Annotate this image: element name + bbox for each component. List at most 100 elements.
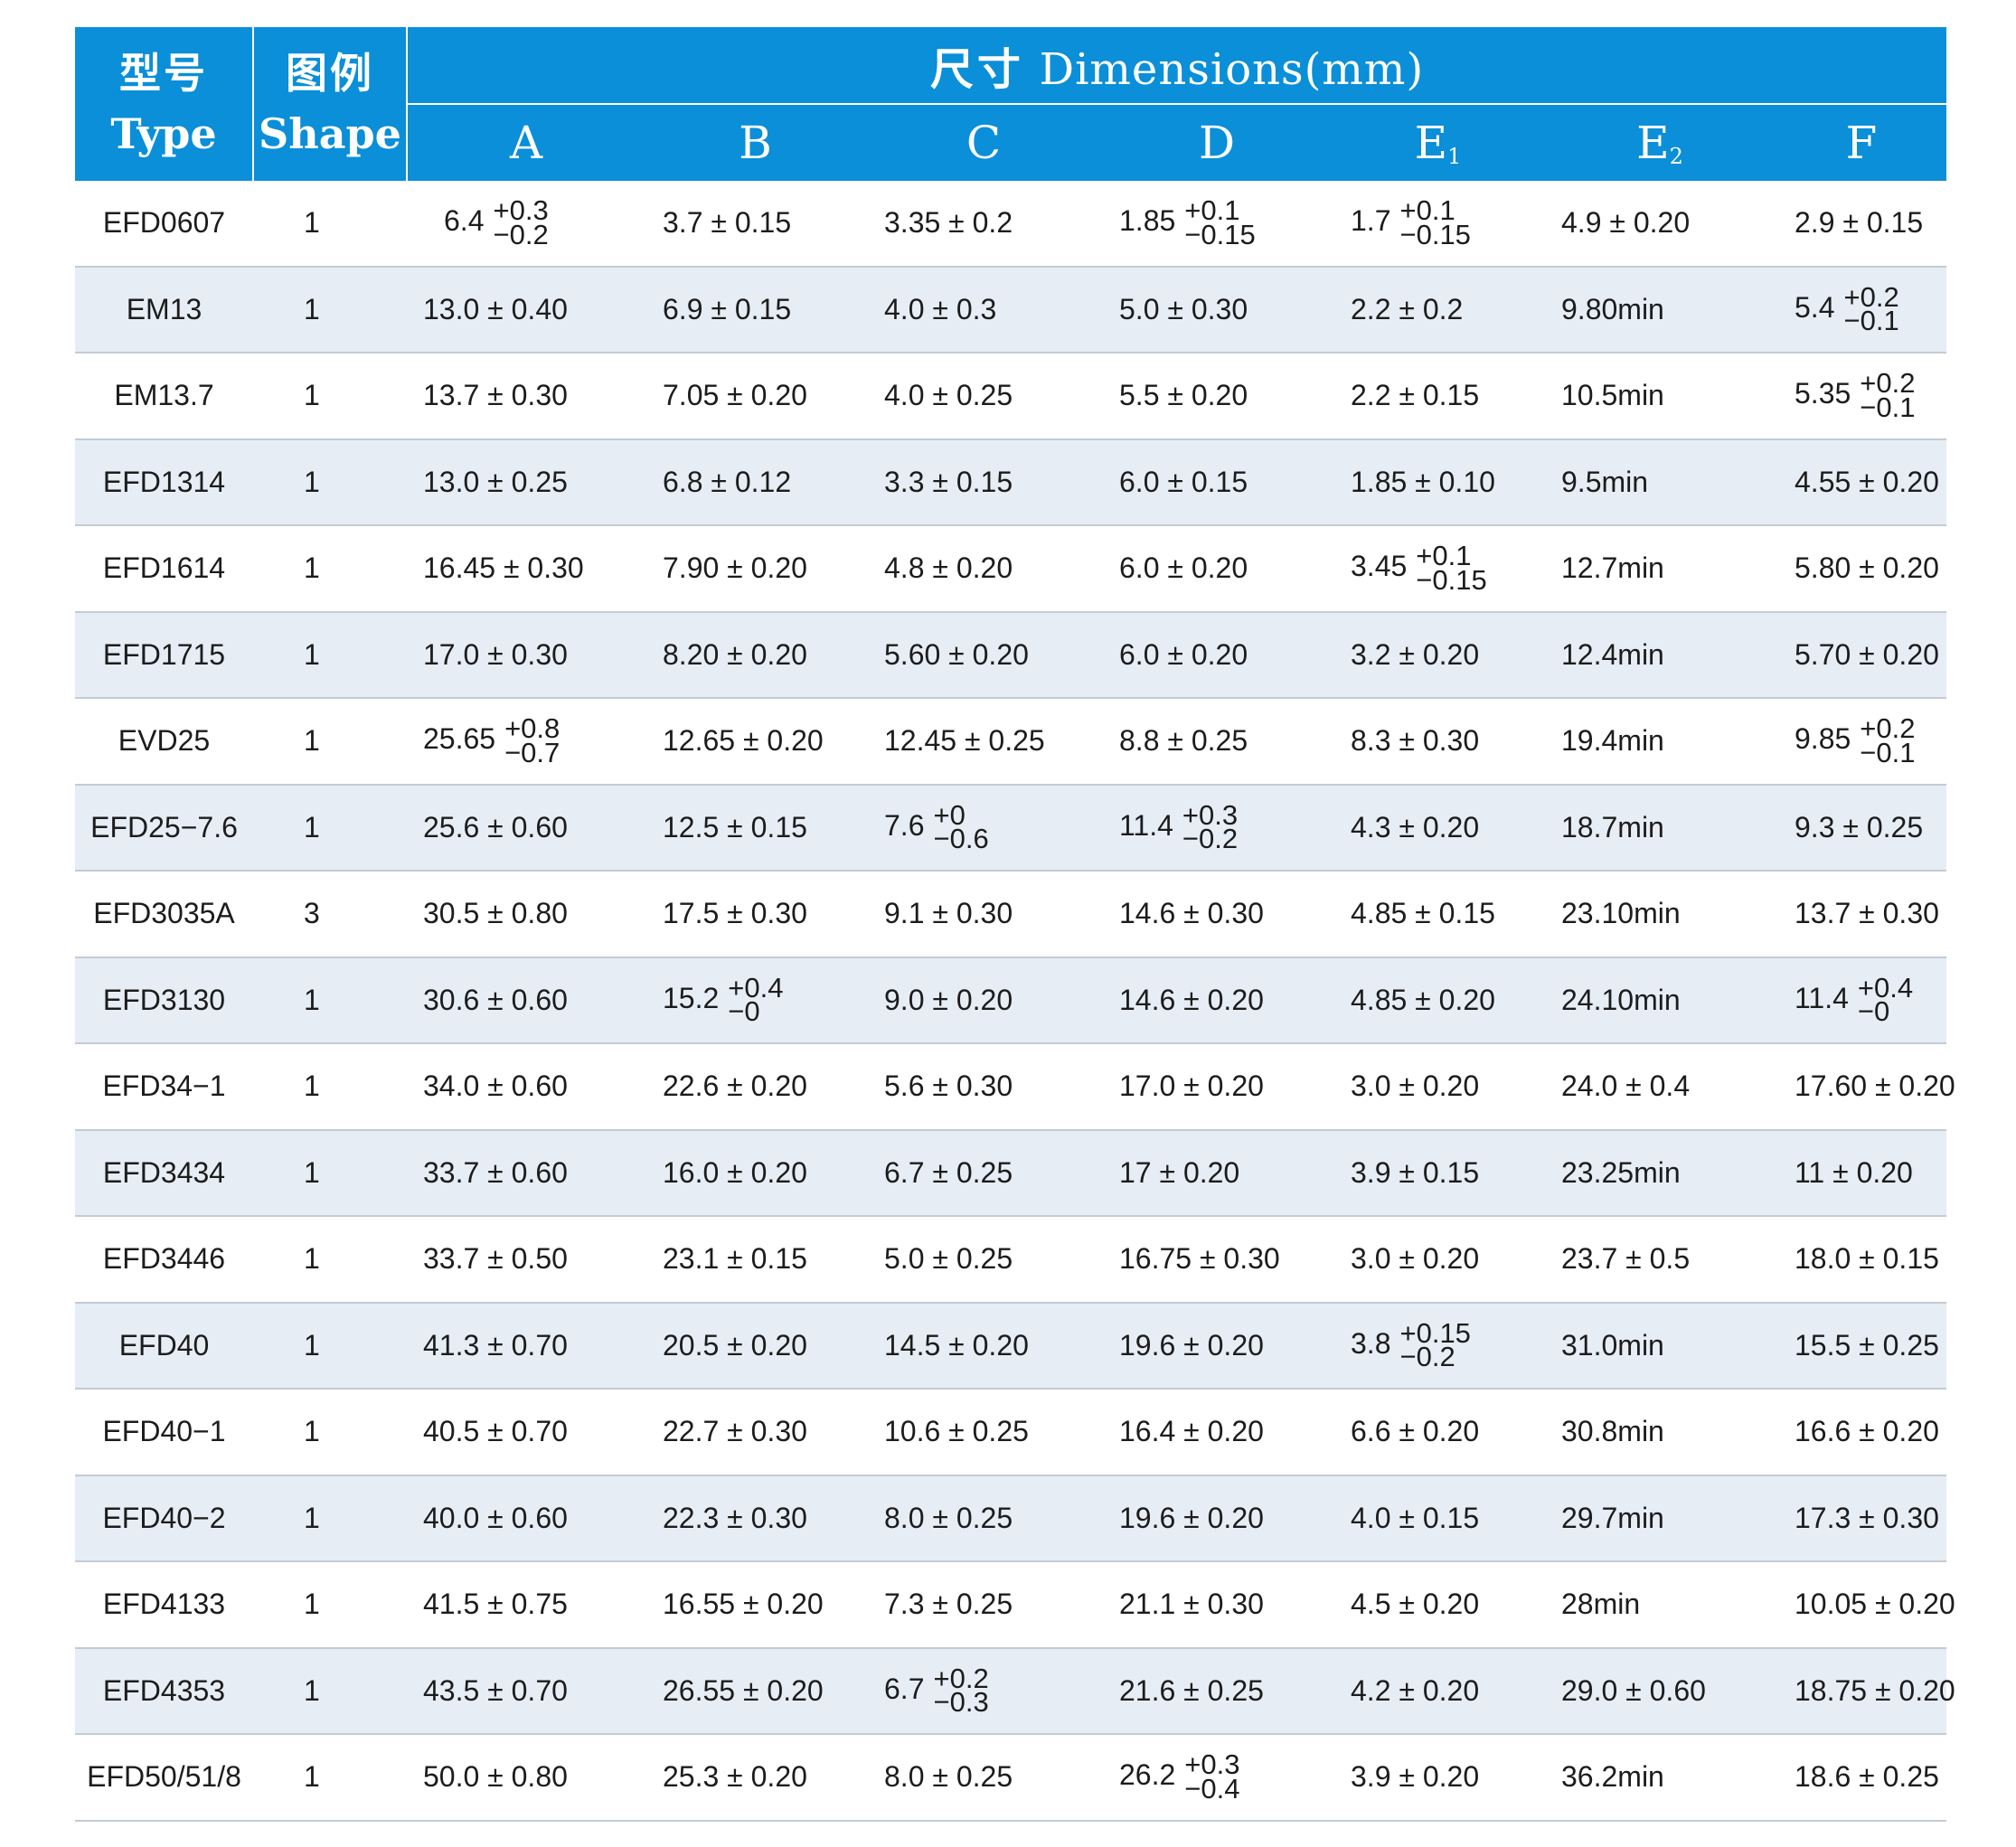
cell-a: 41.5 ± 0.75 xyxy=(407,1561,645,1649)
value-base: 11.4 xyxy=(1119,808,1173,842)
cell-c: 4.0 ± 0.25 xyxy=(866,353,1101,440)
cell-type: EFD3130 xyxy=(75,956,253,1044)
tolerance-upper: +0.3 xyxy=(1182,798,1239,831)
cell-d: 6.0 ± 0.20 xyxy=(1101,525,1333,613)
value-base: 1.7 xyxy=(1351,204,1391,238)
column-header-label: A xyxy=(509,117,543,169)
cell-e2: 12.4min xyxy=(1543,611,1776,699)
cell-e2: 9.80min xyxy=(1543,266,1776,353)
table-row: EFD3434 1 33.7 ± 0.60 16.0 ± 0.20 6.7 ± 0.25… xyxy=(75,1129,1947,1217)
column-header-label: E xyxy=(1414,117,1448,169)
header-type-en: Type xyxy=(110,109,217,158)
cell-shape: 1 xyxy=(253,438,407,526)
tolerance-lower: −0.2 xyxy=(1182,823,1239,855)
cell-e2: 31.0min xyxy=(1543,1302,1776,1390)
tolerance-lower: −0.15 xyxy=(1416,563,1487,596)
cell-b: 26.55 ± 0.20 xyxy=(645,1647,866,1735)
cell-b: 17.5 ± 0.30 xyxy=(645,871,866,958)
cell-c: 8.0 ± 0.25 xyxy=(866,1475,1101,1562)
cell-a: 40.5 ± 0.70 xyxy=(407,1389,645,1476)
tolerance-upper: +0.2 xyxy=(1860,367,1916,400)
cell-shape: 3 xyxy=(253,871,407,958)
cell-type: EFD4353 xyxy=(75,1647,253,1735)
cell-b: 22.6 ± 0.20 xyxy=(645,1043,866,1131)
cell-f: 18.6 ± 0.25 xyxy=(1776,1734,1947,1822)
cell-e1: 1.7 +0.1 −0.15 xyxy=(1333,181,1543,268)
cell-d: 5.0 ± 0.30 xyxy=(1101,266,1333,353)
cell-shape: 1 xyxy=(253,266,407,353)
cell-b: 23.1 ± 0.15 xyxy=(645,1216,866,1304)
cell-d: 17.0 ± 0.20 xyxy=(1101,1043,1333,1131)
tolerance-lower: −0.1 xyxy=(1860,736,1916,768)
cell-b: 7.90 ± 0.20 xyxy=(645,525,866,613)
column-header-label: E xyxy=(1636,117,1670,169)
cell-e2: 36.2min xyxy=(1543,1734,1776,1822)
cell-type: EFD1614 xyxy=(75,525,253,613)
column-header-e1: E1 xyxy=(1333,104,1543,181)
header-dimensions-cn: 尺寸 xyxy=(929,44,1024,95)
column-header-d: D xyxy=(1101,104,1333,181)
table-row: EVD25 1 25.65 +0.8 −0.7 12.65 ± 0.20 12.45 ± 0… xyxy=(75,698,1947,786)
cell-b: 22.7 ± 0.30 xyxy=(645,1389,866,1476)
cell-a: 33.7 ± 0.50 xyxy=(407,1216,645,1304)
tolerance-lower: −0.2 xyxy=(1399,1341,1455,1373)
header-type-cn: 型号 xyxy=(119,49,208,99)
value-base: 9.85 xyxy=(1795,722,1851,756)
cell-e2: 12.7min xyxy=(1543,525,1776,613)
tolerance-upper: +0.1 xyxy=(1399,194,1455,227)
cell-type: EFD4133 xyxy=(75,1561,253,1649)
table-row: EM13 1 13.0 ± 0.40 6.9 ± 0.15 4.0 ± 0.3 5.0 ±… xyxy=(75,266,1947,353)
cell-f: 11 ± 0.20 xyxy=(1776,1129,1947,1217)
cell-a: 40.0 ± 0.60 xyxy=(407,1475,645,1562)
cell-shape: 1 xyxy=(253,1389,407,1476)
tolerance-lower: −0.2 xyxy=(493,218,549,250)
column-header-b: B xyxy=(645,104,866,181)
cell-type: EFD40−2 xyxy=(75,1475,253,1562)
cell-b: 3.7 ± 0.15 xyxy=(645,181,866,268)
cell-c: 7.6 +0 −0.6 xyxy=(866,784,1101,872)
cell-type: EFD40 xyxy=(75,1302,253,1390)
cell-e2: 23.25min xyxy=(1543,1129,1776,1217)
cell-e2: 4.9 ± 0.20 xyxy=(1543,181,1776,268)
cell-e2: 29.7min xyxy=(1543,1475,1776,1562)
tolerance: +0.3 −0.2 xyxy=(1182,798,1239,855)
tolerance-lower: −0.7 xyxy=(504,736,561,768)
value-base: 1.85 xyxy=(1119,204,1176,238)
dimensions-table: 型号 Type 图例 Shape 尺寸 Dimensions(mm) A B C D E… xyxy=(75,27,1955,1822)
cell-c: 4.8 ± 0.20 xyxy=(866,525,1101,613)
cell-b: 25.3 ± 0.20 xyxy=(645,1734,866,1822)
cell-f: 17.3 ± 0.30 xyxy=(1776,1475,1947,1562)
cell-shape: 1 xyxy=(253,1647,407,1735)
tolerance-upper: +0.4 xyxy=(1857,971,1914,1004)
column-header-label: B xyxy=(739,117,772,169)
cell-e1: 4.5 ± 0.20 xyxy=(1333,1561,1543,1649)
cell-e1: 3.0 ± 0.20 xyxy=(1333,1043,1543,1131)
cell-e2: 19.4min xyxy=(1543,698,1776,786)
cell-shape: 1 xyxy=(253,1129,407,1217)
value-base: 3.8 xyxy=(1351,1326,1391,1360)
cell-a: 13.0 ± 0.40 xyxy=(407,266,645,353)
tolerance-lower: −0.4 xyxy=(1184,1772,1240,1805)
table-row: EFD3035A 3 30.5 ± 0.80 17.5 ± 0.30 9.1 ± 0.3… xyxy=(75,871,1947,958)
tolerance-lower: −0.15 xyxy=(1399,218,1471,250)
cell-c: 5.0 ± 0.25 xyxy=(866,1216,1101,1304)
cell-e1: 3.2 ± 0.20 xyxy=(1333,611,1543,699)
column-header-e2: E2 xyxy=(1543,104,1776,181)
cell-c: 6.7 +0.2 −0.3 xyxy=(866,1647,1101,1735)
cell-a: 13.0 ± 0.25 xyxy=(407,438,645,526)
cell-a: 25.6 ± 0.60 xyxy=(407,784,645,872)
cell-b: 16.0 ± 0.20 xyxy=(645,1129,866,1217)
cell-e1: 2.2 ± 0.2 xyxy=(1333,266,1543,353)
cell-f: 5.4 +0.2 −0.1 xyxy=(1776,266,1947,353)
cell-a: 6.4 +0.3 −0.2 xyxy=(407,181,645,268)
cell-shape: 1 xyxy=(253,1302,407,1390)
cell-a: 43.5 ± 0.70 xyxy=(407,1647,645,1735)
cell-d: 17 ± 0.20 xyxy=(1101,1129,1333,1217)
cell-b: 12.65 ± 0.20 xyxy=(645,698,866,786)
cell-c: 14.5 ± 0.20 xyxy=(866,1302,1101,1390)
cell-f: 10.05 ± 0.20 xyxy=(1776,1561,1955,1649)
table-header: 型号 Type 图例 Shape 尺寸 Dimensions(mm) A B C D E… xyxy=(75,27,1947,181)
table-row: EFD4133 1 41.5 ± 0.75 16.55 ± 0.20 7.3 ± 0.2… xyxy=(75,1561,1955,1649)
column-header-row: A B C D E1 E2 F xyxy=(75,104,1947,181)
cell-shape: 1 xyxy=(253,956,407,1044)
